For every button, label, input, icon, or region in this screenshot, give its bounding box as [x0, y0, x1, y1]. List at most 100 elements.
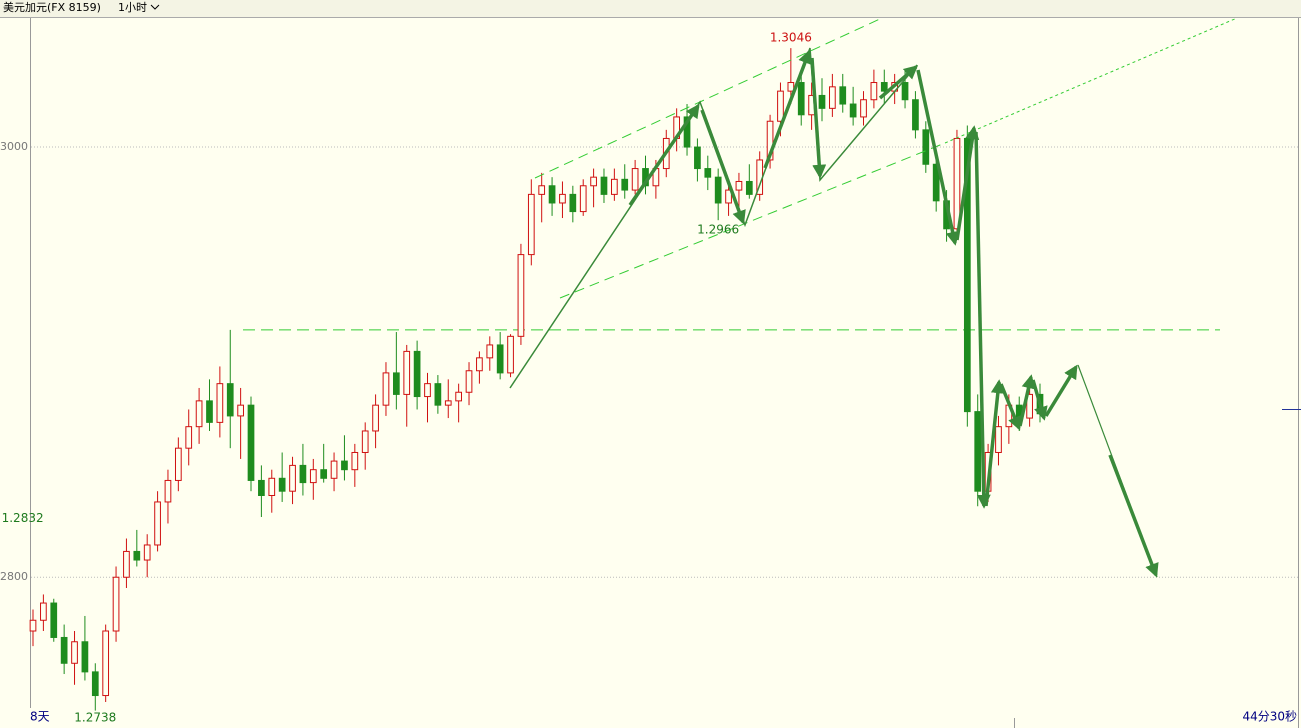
candle-body [631, 168, 639, 191]
candle-body [465, 370, 473, 393]
footer-left: 8天 [30, 710, 50, 724]
candle-body [694, 146, 701, 170]
candle-body [787, 82, 795, 92]
chart-title: 美元加元(FX 8159) [3, 1, 101, 14]
candle-body [527, 193, 535, 256]
candle-body [455, 391, 462, 402]
candle-body [143, 544, 151, 561]
arrow [974, 131, 991, 509]
dropdown-icon[interactable] [150, 4, 160, 10]
wave-lines [509, 47, 1159, 578]
y-tick-label: 3000 [0, 140, 28, 153]
candle-body [1026, 393, 1033, 419]
arrow [810, 57, 827, 179]
candle-body [29, 619, 37, 632]
arrow [1108, 454, 1159, 578]
candle-body [476, 357, 483, 372]
candle-body [870, 82, 878, 101]
candle-body [320, 469, 328, 479]
arrow [1018, 374, 1036, 427]
candle-body [372, 404, 379, 432]
candle-body [299, 464, 307, 484]
candle-body [206, 400, 213, 423]
candle-body [611, 178, 618, 195]
candle-body [569, 193, 577, 213]
candle-body [953, 137, 961, 230]
candle-body [704, 168, 712, 178]
candle-body [880, 82, 888, 92]
arrow [984, 379, 1005, 507]
candle-body [839, 86, 847, 105]
candle-body [237, 404, 244, 417]
candle-body [735, 180, 743, 191]
candle-body [351, 451, 359, 471]
channel-lower [559, 142, 946, 299]
footer-right: 44分30秒 [1242, 710, 1297, 724]
candle-body [849, 103, 857, 118]
interval[interactable]: 1小时 [118, 1, 147, 14]
candle-body [330, 460, 338, 479]
candle-body [901, 82, 909, 101]
arrow [763, 49, 812, 169]
candle-body [538, 185, 546, 195]
candle-body [40, 602, 47, 621]
channel-dotted [944, 17, 1238, 144]
candle-body [247, 404, 255, 481]
candle-body [258, 479, 265, 497]
candle-body [579, 185, 587, 213]
candle-body [278, 477, 286, 492]
channels [534, 17, 1238, 299]
candle-body [50, 602, 58, 638]
candle-body [745, 180, 753, 195]
candle-body [102, 630, 110, 697]
candle-body [60, 636, 68, 664]
candle-body [486, 344, 494, 359]
candle-body [829, 86, 836, 109]
arrow [916, 69, 960, 246]
candle-body [860, 99, 867, 118]
candle-body [932, 163, 940, 202]
candle-body [403, 350, 411, 395]
candle-body [133, 550, 141, 561]
candle-body [309, 469, 317, 484]
candle-body [922, 129, 930, 165]
candle-body [174, 447, 182, 481]
candle-body [382, 372, 390, 406]
arrow [999, 383, 1022, 431]
candle-body [517, 254, 525, 337]
candle-body [81, 641, 89, 673]
candle-body [548, 185, 556, 204]
candle-body [91, 671, 99, 697]
candle-body [559, 193, 566, 204]
candle-body [195, 400, 203, 428]
candle-body [71, 641, 78, 664]
candle-body [216, 383, 224, 423]
arrow [1044, 364, 1078, 417]
header-bar [0, 0, 1301, 17]
candle-body [424, 383, 431, 398]
candle-body [974, 411, 982, 492]
candle-body [164, 479, 172, 503]
arrow [955, 125, 980, 241]
price-annotation: 1.3046 [770, 31, 812, 45]
candle-body [123, 550, 130, 578]
arrow [1031, 379, 1048, 421]
arrow [878, 65, 919, 100]
price-annotation: 1.2738 [74, 711, 116, 725]
candle-body [226, 383, 234, 417]
candle-body [268, 477, 276, 497]
candle-body [725, 189, 732, 204]
candle-body [621, 178, 629, 191]
candle-body [434, 383, 442, 406]
candle-body [507, 335, 514, 374]
candle-body [289, 464, 296, 492]
candle-body [185, 426, 193, 449]
candle-body [600, 176, 608, 195]
candle-body [496, 344, 504, 374]
candle-body [590, 176, 597, 187]
candle-body [444, 400, 452, 406]
candle-body [413, 350, 421, 398]
candle-body [361, 430, 369, 453]
candle-body [714, 176, 722, 204]
